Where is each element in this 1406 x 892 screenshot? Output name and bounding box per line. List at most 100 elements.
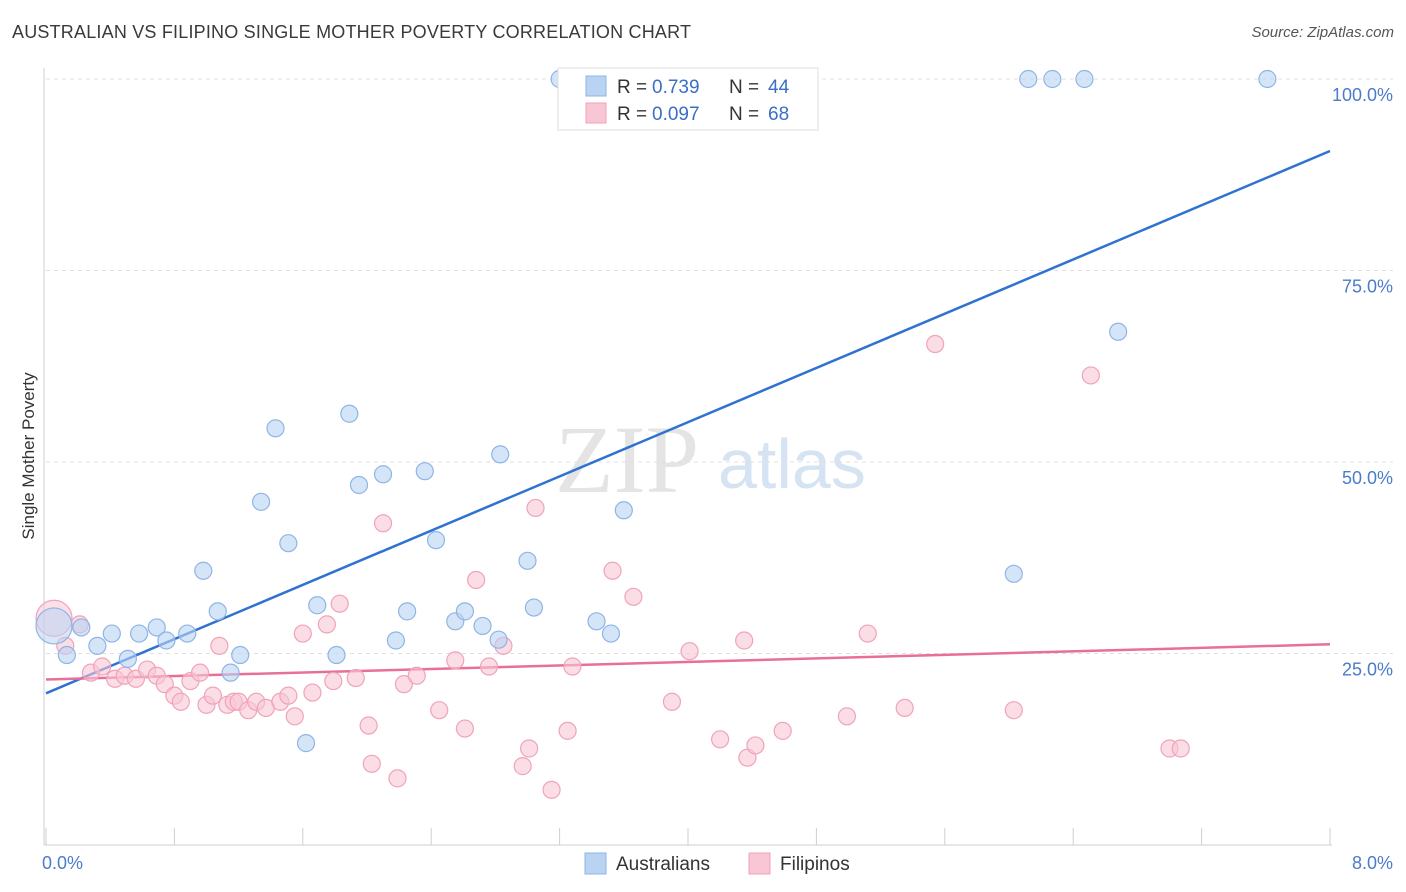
filipino-point-52 (624, 587, 643, 606)
x-tick-label-max: 8.0% (1352, 853, 1393, 873)
australian-point-17 (296, 734, 316, 753)
y-tick-label-100: 100.0% (1332, 85, 1393, 105)
y-tick-label-75: 75.0% (1342, 277, 1393, 297)
australian-point-29 (473, 616, 492, 636)
australian-point-15 (266, 419, 285, 438)
legend-r-value-2: 0.097 (652, 104, 700, 125)
filipino-point-32 (346, 668, 365, 688)
filipino-point-51 (603, 561, 622, 580)
filipino-point-28 (303, 683, 322, 702)
filipino-point-38 (407, 666, 426, 685)
filipino-point-49 (558, 721, 577, 740)
australian-point-16 (279, 534, 298, 553)
chart-title: AUSTRALIAN VS FILIPINO SINGLE MOTHER POV… (12, 22, 692, 42)
australian-point-6 (129, 624, 149, 643)
australian-point-3 (88, 636, 107, 655)
filipino-point-61 (858, 624, 877, 643)
y-axis-label: Single Mother Poverty (19, 372, 38, 540)
filipino-point-47 (526, 498, 545, 518)
filipino-point-27 (293, 624, 312, 643)
australian-point-22 (373, 465, 393, 484)
filipino-point-30 (324, 671, 343, 691)
filipino-point-48 (542, 780, 561, 799)
australian-point-9 (178, 624, 197, 643)
filipino-point-39 (430, 701, 449, 720)
filipino-point-4 (93, 657, 112, 676)
filipino-point-41 (455, 719, 475, 738)
australian-point-26 (426, 531, 446, 550)
bottom-legend-swatch-filipinos (748, 852, 771, 875)
watermark-atlas: atlas (718, 425, 866, 503)
australian-point-32 (518, 551, 537, 570)
filipino-point-46 (520, 739, 539, 758)
series-legend: Australians Filipinos (584, 852, 850, 875)
australian-point-35 (587, 612, 606, 631)
australian-point-38 (1004, 564, 1023, 583)
filipino-point-40 (446, 651, 465, 670)
filipino-point-29 (317, 615, 336, 634)
legend-swatch-australians (585, 75, 607, 97)
filipino-point-60 (837, 707, 856, 726)
filipino-point-26 (285, 707, 304, 726)
filipino-trend-line (45, 643, 1331, 681)
australian-point-12 (221, 663, 240, 682)
filipino-point-37 (394, 675, 414, 694)
bottom-legend-swatch-australians (584, 852, 607, 875)
legend-r-label-1: R = (617, 77, 647, 98)
legend-r-label-2: R = (617, 104, 647, 125)
australian-point-0 (35, 607, 73, 645)
australian-point-7 (147, 618, 166, 637)
australian-point-33 (524, 598, 544, 617)
australian-point-30 (489, 630, 508, 649)
trend-lines (45, 149, 1331, 695)
x-tick-label-min: 0.0% (42, 853, 83, 873)
filipino-point-59 (773, 721, 792, 740)
filipino-point-43 (479, 657, 499, 676)
filipino-point-34 (362, 754, 381, 773)
australian-trend-line (45, 149, 1331, 695)
australian-point-13 (231, 645, 250, 665)
australian-point-24 (398, 602, 417, 621)
filipino-point-14 (190, 663, 210, 682)
australian-point-5 (118, 649, 137, 668)
filipino-point-33 (359, 716, 378, 735)
filipino-point-53 (662, 692, 682, 711)
australian-point-23 (386, 631, 405, 650)
australian-point-39 (1019, 69, 1038, 89)
gridlines (46, 78, 1393, 654)
australian-point-36 (601, 624, 621, 643)
filipino-point-55 (710, 730, 730, 749)
australian-point-19 (327, 645, 346, 665)
australian-point-43 (1258, 69, 1277, 89)
australian-point-28 (455, 602, 475, 621)
filipino-point-54 (680, 642, 699, 661)
data-points (35, 69, 1277, 799)
legend-n-label-1: N = (729, 77, 759, 98)
australian-point-8 (157, 631, 176, 650)
australian-point-10 (194, 561, 213, 580)
australian-point-4 (102, 624, 121, 643)
australian-point-1 (57, 645, 76, 665)
australian-point-31 (491, 445, 510, 464)
legend-n-value-2: 68 (768, 104, 789, 125)
axes (43, 68, 1332, 846)
australian-point-2 (72, 618, 91, 637)
filipino-point-50 (563, 657, 582, 676)
australian-point-18 (308, 596, 327, 615)
filipino-point-64 (1004, 701, 1023, 720)
y-tick-label-50: 50.0% (1342, 468, 1393, 488)
filipino-point-16 (203, 686, 223, 705)
legend-n-label-2: N = (729, 104, 759, 125)
filipino-point-35 (373, 514, 393, 533)
filipino-point-12 (171, 692, 190, 711)
correlation-legend: R = 0.739 N = 44 R = 0.097 N = 68 (557, 67, 819, 131)
australian-point-41 (1075, 69, 1094, 89)
filipino-point-56 (735, 631, 754, 650)
filipino-point-58 (746, 736, 765, 755)
y-tick-label-25: 25.0% (1342, 660, 1393, 680)
y-tick-labels: 25.0% 50.0% 75.0% 100.0% (1332, 85, 1393, 680)
australian-point-21 (349, 475, 369, 495)
filipino-point-45 (513, 757, 532, 776)
australian-point-11 (208, 602, 227, 621)
filipino-point-67 (1171, 739, 1190, 758)
